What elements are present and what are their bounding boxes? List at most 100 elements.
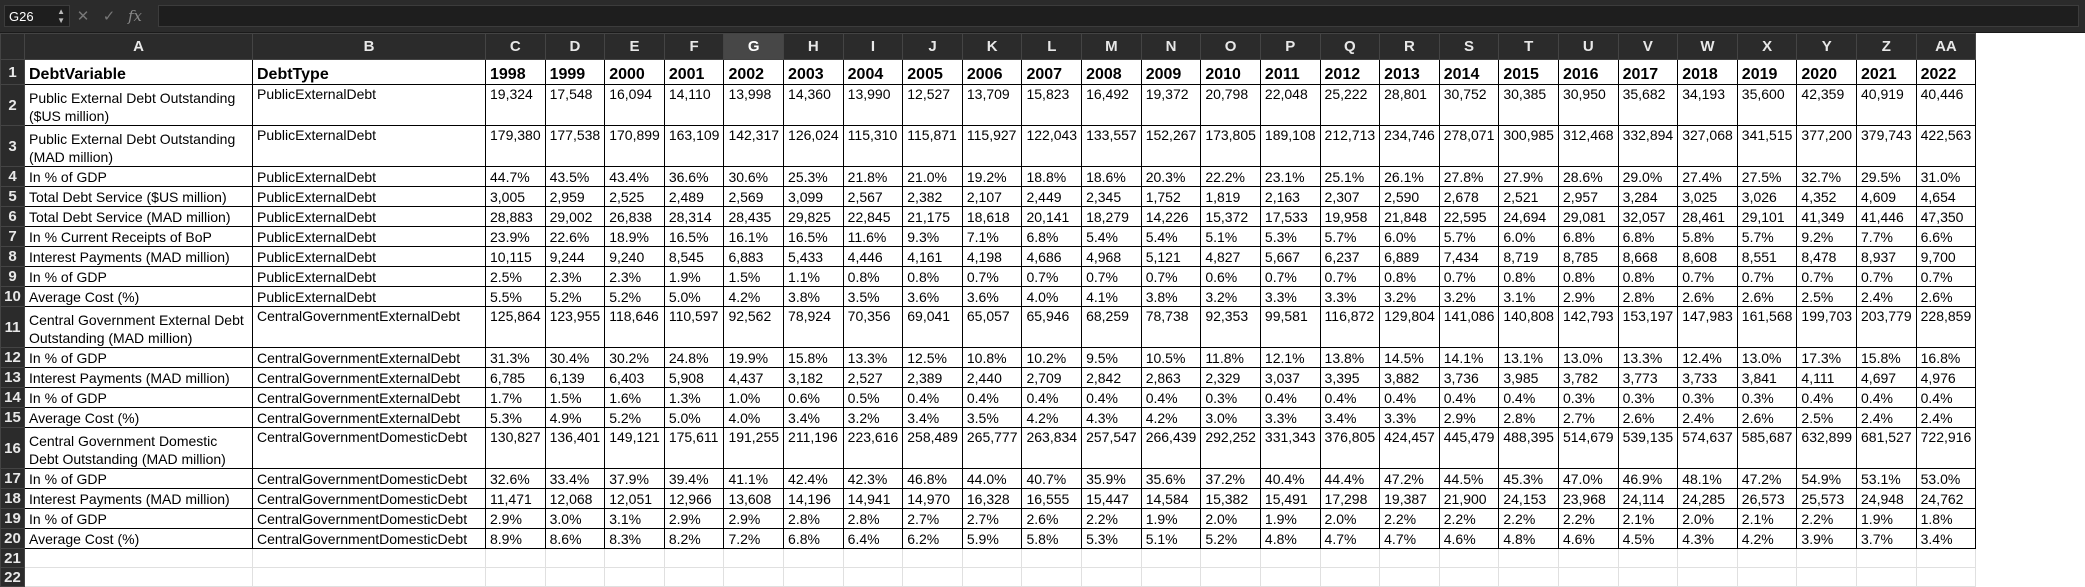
cell-value[interactable]: 191,255 bbox=[723, 427, 785, 469]
cell-value[interactable]: 10.8% bbox=[961, 347, 1023, 368]
empty-cell[interactable] bbox=[902, 548, 963, 568]
cell-value[interactable]: 7,434 bbox=[1438, 246, 1500, 267]
cell-value[interactable]: 6,403 bbox=[604, 367, 665, 388]
cell-value[interactable]: 24,285 bbox=[1677, 488, 1738, 509]
cell-value[interactable]: 3.2% bbox=[842, 407, 904, 428]
cell-value[interactable]: 8,719 bbox=[1498, 246, 1559, 267]
cell-value[interactable]: 13.3% bbox=[842, 347, 904, 368]
cell-debt-type[interactable]: PublicExternalDebt bbox=[252, 186, 486, 207]
cell-value[interactable]: 4,161 bbox=[902, 246, 963, 267]
cell-value[interactable]: 0.7% bbox=[1081, 266, 1142, 287]
empty-cell[interactable] bbox=[1736, 548, 1798, 568]
cell-value[interactable]: 0.8% bbox=[842, 266, 904, 287]
cell-value[interactable]: 17.3% bbox=[1796, 347, 1858, 368]
cell-value[interactable]: 2.7% bbox=[961, 508, 1023, 529]
cell-value[interactable]: 42.4% bbox=[783, 468, 844, 489]
empty-cell[interactable] bbox=[842, 567, 904, 587]
column-header-t[interactable]: T bbox=[1498, 33, 1559, 60]
cell-value[interactable]: 12,068 bbox=[544, 488, 606, 509]
header-cell[interactable]: 2000 bbox=[604, 59, 665, 85]
cell-value[interactable]: 722,916 bbox=[1915, 427, 1977, 469]
cell-value[interactable]: 5.0% bbox=[663, 407, 725, 428]
column-header-n[interactable]: N bbox=[1140, 33, 1202, 60]
cell-value[interactable]: 40,446 bbox=[1915, 84, 1977, 126]
cell-value[interactable]: 4,697 bbox=[1856, 367, 1917, 388]
empty-cell[interactable] bbox=[1140, 548, 1202, 568]
cell-value[interactable]: 5,667 bbox=[1259, 246, 1321, 267]
cell-value[interactable]: 539,135 bbox=[1617, 427, 1679, 469]
cell-debt-type[interactable]: PublicExternalDebt bbox=[252, 84, 486, 126]
cell-value[interactable]: 4.5% bbox=[1617, 528, 1679, 549]
header-cell[interactable]: 2006 bbox=[961, 59, 1023, 85]
empty-cell[interactable] bbox=[1200, 548, 1261, 568]
cell-value[interactable]: 9.5% bbox=[1081, 347, 1142, 368]
empty-cell[interactable] bbox=[604, 548, 665, 568]
header-cell[interactable]: 2015 bbox=[1498, 59, 1559, 85]
empty-cell[interactable] bbox=[1081, 548, 1142, 568]
cell-value[interactable]: 13,990 bbox=[842, 84, 904, 126]
cell-value[interactable]: 78,924 bbox=[783, 306, 844, 348]
cell-value[interactable]: 2.9% bbox=[485, 508, 546, 529]
cell-value[interactable]: 0.3% bbox=[1557, 387, 1619, 408]
cell-value[interactable]: 6,237 bbox=[1319, 246, 1381, 267]
header-cell[interactable]: 2018 bbox=[1677, 59, 1738, 85]
cell-value[interactable]: 21,848 bbox=[1379, 206, 1440, 227]
empty-cell[interactable] bbox=[723, 567, 785, 587]
cell-value[interactable]: 123,955 bbox=[544, 306, 606, 348]
row-header[interactable]: 9 bbox=[0, 266, 25, 287]
empty-cell[interactable] bbox=[842, 548, 904, 568]
cell-debt-type[interactable]: CentralGovernmentExternalDebt bbox=[252, 367, 486, 388]
row-header[interactable]: 7 bbox=[0, 226, 25, 247]
cell-value[interactable]: 3.1% bbox=[1498, 286, 1559, 307]
cell-value[interactable]: 29,825 bbox=[783, 206, 844, 227]
cell-value[interactable]: 47.2% bbox=[1736, 468, 1798, 489]
cell-debt-variable[interactable]: In % of GDP bbox=[24, 387, 253, 408]
column-header-q[interactable]: Q bbox=[1319, 33, 1381, 60]
empty-cell[interactable] bbox=[1319, 548, 1381, 568]
cell-value[interactable]: 15,491 bbox=[1259, 488, 1321, 509]
cell-value[interactable]: 0.8% bbox=[1498, 266, 1559, 287]
cell-value[interactable]: 68,259 bbox=[1081, 306, 1142, 348]
cell-value[interactable]: 1.9% bbox=[1140, 508, 1202, 529]
cell-value[interactable]: 153,197 bbox=[1617, 306, 1679, 348]
cell-value[interactable]: 14.5% bbox=[1379, 347, 1440, 368]
cell-value[interactable]: 12.4% bbox=[1677, 347, 1738, 368]
cell-value[interactable]: 228,859 bbox=[1915, 306, 1977, 348]
cell-value[interactable]: 3,025 bbox=[1677, 186, 1738, 207]
cell-value[interactable]: 4,609 bbox=[1856, 186, 1917, 207]
cell-value[interactable]: 2,107 bbox=[961, 186, 1023, 207]
cell-value[interactable]: 116,872 bbox=[1319, 306, 1381, 348]
empty-cell[interactable] bbox=[1379, 548, 1440, 568]
cell-value[interactable]: 99,581 bbox=[1259, 306, 1321, 348]
row-header[interactable]: 19 bbox=[0, 508, 25, 529]
cell-debt-type[interactable]: PublicExternalDebt bbox=[252, 166, 486, 187]
formula-input[interactable] bbox=[158, 5, 2079, 27]
cell-value[interactable]: 6.8% bbox=[783, 528, 844, 549]
cell-value[interactable]: 29.0% bbox=[1617, 166, 1679, 187]
empty-cell[interactable] bbox=[1856, 548, 1917, 568]
cell-value[interactable]: 0.4% bbox=[1498, 387, 1559, 408]
row-header[interactable]: 12 bbox=[0, 347, 25, 368]
cell-value[interactable]: 110,597 bbox=[663, 306, 725, 348]
cell-value[interactable]: 2.5% bbox=[485, 266, 546, 287]
empty-cell[interactable] bbox=[1319, 567, 1381, 587]
cell-value[interactable]: 28,883 bbox=[485, 206, 546, 227]
cell-value[interactable]: 2.8% bbox=[783, 508, 844, 529]
cell-value[interactable]: 149,121 bbox=[604, 427, 665, 469]
empty-cell[interactable] bbox=[783, 567, 844, 587]
cell-value[interactable]: 7.7% bbox=[1856, 226, 1917, 247]
cell-value[interactable]: 70,356 bbox=[842, 306, 904, 348]
empty-cell[interactable] bbox=[1557, 548, 1619, 568]
cell-value[interactable]: 0.4% bbox=[1796, 387, 1858, 408]
cell-value[interactable]: 5.0% bbox=[663, 286, 725, 307]
cell-debt-type[interactable]: PublicExternalDebt bbox=[252, 286, 486, 307]
cell-value[interactable]: 3,773 bbox=[1617, 367, 1679, 388]
empty-cell[interactable] bbox=[485, 567, 546, 587]
empty-cell[interactable] bbox=[961, 548, 1023, 568]
cell-value[interactable]: 30,385 bbox=[1498, 84, 1559, 126]
cell-value[interactable]: 3,099 bbox=[783, 186, 844, 207]
cell-debt-type[interactable]: CentralGovernmentDomesticDebt bbox=[252, 488, 486, 509]
cell-value[interactable]: 3.6% bbox=[961, 286, 1023, 307]
cell-value[interactable]: 2.3% bbox=[604, 266, 665, 287]
cell-value[interactable]: 376,805 bbox=[1319, 427, 1381, 469]
